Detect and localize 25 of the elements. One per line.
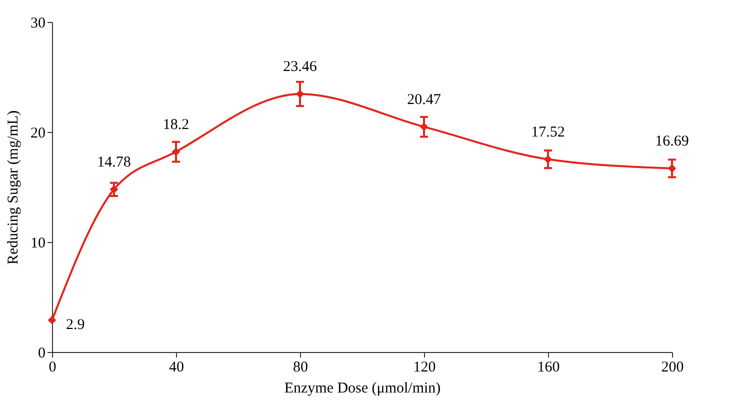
data-label: 18.2 <box>162 116 190 133</box>
point <box>544 155 552 164</box>
point <box>172 148 180 156</box>
data-label: 14.78 <box>97 154 131 170</box>
x-axis-title: Enzyme Dose (μmol/min) <box>284 380 441 396</box>
y-tick-label: 20 <box>30 126 46 142</box>
data-label: 23.46 <box>283 58 318 75</box>
data-label: 16.69 <box>655 133 689 150</box>
y-tick-label: 30 <box>30 16 46 32</box>
x-tick-label: 120 <box>413 360 436 376</box>
data-label: 2.9 <box>66 317 85 334</box>
x-tick-label: 160 <box>537 360 560 376</box>
y-axis-title: Reducing Sugar (mg/mL) <box>6 110 22 265</box>
data-label: 20.47 <box>407 92 442 108</box>
x-tick-label: 200 <box>661 360 684 376</box>
x-tick-label: 0 <box>48 360 56 376</box>
point <box>48 316 56 324</box>
point <box>668 164 676 173</box>
data-label: 17.52 <box>531 124 565 140</box>
x-tick-label: 40 <box>169 360 184 376</box>
x-tick-label: 80 <box>293 360 308 376</box>
point <box>296 90 304 98</box>
y-tick-label: 0 <box>38 346 46 362</box>
y-tick-label: 10 <box>30 236 46 252</box>
point <box>110 185 118 194</box>
